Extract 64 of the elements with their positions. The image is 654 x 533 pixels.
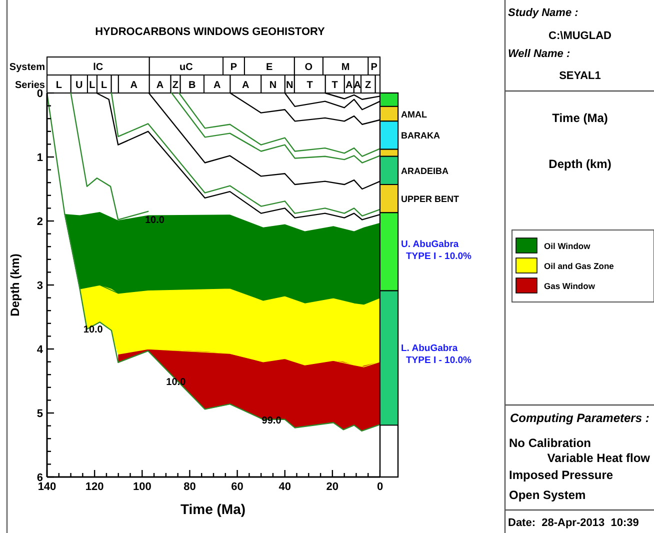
- text: Study Name :: [508, 7, 579, 19]
- data-label: T: [332, 80, 338, 91]
- y-tick-label: 4: [36, 344, 44, 356]
- data-label: P: [370, 62, 378, 73]
- legend-label: Gas Window: [544, 281, 596, 291]
- data-label: A: [242, 80, 250, 91]
- legend-label: Oil and Gas Zone: [544, 261, 614, 271]
- x-tick-label: 140: [38, 481, 56, 493]
- y-tick-label: 0: [36, 88, 43, 100]
- data-label: lC: [93, 62, 104, 73]
- y-tick-label: 3: [36, 280, 43, 292]
- text: Imposed Pressure: [509, 468, 614, 482]
- data-label: M: [341, 62, 350, 73]
- text: SEYAL1: [559, 70, 601, 82]
- data-label: N: [269, 80, 277, 91]
- text: Depth (km): [548, 157, 612, 171]
- x-tick-label: 80: [184, 481, 196, 493]
- x-tick-label: 40: [278, 481, 291, 493]
- text: C:\MUGLAD: [548, 30, 612, 42]
- data-label: Z: [365, 80, 372, 91]
- data-label: L: [56, 80, 62, 91]
- text: L. AbuGabra TYPE I - 10.0%: [401, 343, 472, 366]
- data-label: T: [306, 80, 313, 91]
- y-tick-label: 1: [36, 152, 43, 164]
- data-label: E: [266, 62, 274, 73]
- data-label: A: [156, 80, 164, 91]
- y-tick-label: System: [9, 62, 46, 73]
- series-label: AMAL: [401, 109, 428, 120]
- y-axis-title: Depth (km): [8, 254, 22, 316]
- text: No Calibration: [509, 436, 592, 450]
- data-label: Z: [172, 80, 178, 91]
- data-label: A: [345, 80, 353, 91]
- series-label: UPPER BENT: [401, 194, 460, 204]
- x-axis-title: Time (Ma): [180, 501, 246, 517]
- data-label: L: [101, 80, 108, 91]
- y-tick-label: 5: [36, 408, 43, 420]
- x-tick-label: 0: [376, 481, 384, 493]
- data-label: P: [230, 62, 238, 73]
- text: Variable Heat flow: [547, 451, 651, 465]
- data-label: A: [130, 80, 138, 91]
- data-label: L: [89, 80, 96, 91]
- y-tick-label: 2: [36, 216, 43, 228]
- chart-title: HYDROCARBONS WINDOWS GEOHISTORY: [95, 26, 326, 38]
- text: Well Name :: [508, 48, 570, 60]
- data-label: U: [75, 80, 83, 91]
- x-tick-label: 120: [85, 481, 104, 493]
- x-tick-label: 20: [326, 481, 339, 493]
- data-label: A: [213, 80, 221, 91]
- annotation: 10.0: [83, 324, 104, 336]
- x-tick-label: 100: [132, 481, 152, 493]
- series-label: ARADEIBA: [401, 166, 449, 176]
- data-label: N: [286, 80, 294, 91]
- data-label: O: [304, 62, 313, 73]
- text: U. AbuGabra TYPE I - 10.0%: [401, 239, 472, 262]
- text: Date: 28-Apr-2013 10:39: [508, 517, 639, 529]
- series-label: BARAKA: [401, 130, 440, 141]
- x-tick-label: 60: [231, 481, 244, 493]
- legend-label: Oil Window: [544, 241, 591, 251]
- text: Open System: [509, 488, 586, 502]
- annotation: 10.0: [145, 215, 165, 226]
- data-label: uC: [179, 62, 193, 73]
- text: Time (Ma): [552, 111, 608, 125]
- data-label: B: [188, 80, 196, 91]
- text: Computing Parameters :: [510, 411, 650, 425]
